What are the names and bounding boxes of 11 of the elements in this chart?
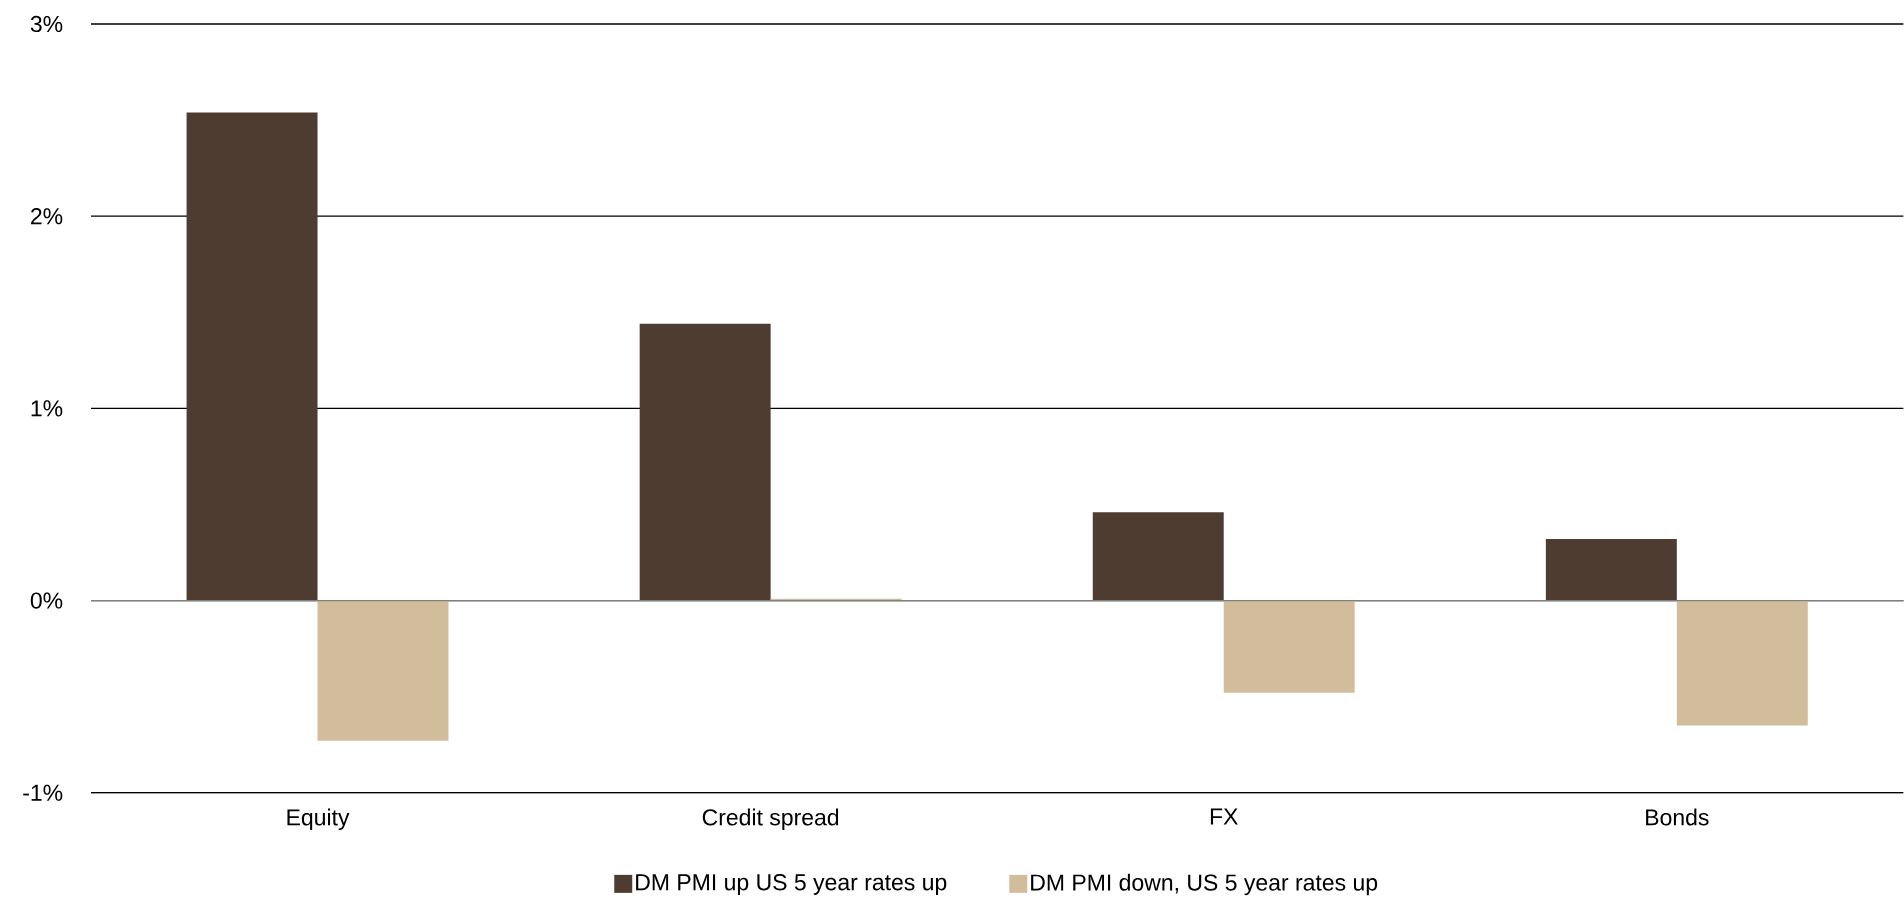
y-tick-label: 3% <box>30 15 63 33</box>
x-tick-label: Equity <box>287 808 350 831</box>
legend-label: DM PMI up US 5 year rates up <box>636 874 947 896</box>
x-tick-label: FX <box>1210 808 1238 825</box>
y-tick-label: 0% <box>30 592 63 609</box>
y-tick-label: 2% <box>31 208 63 225</box>
x-tick-label: Credit spread <box>702 808 839 831</box>
y-tick-label: 1% <box>31 400 63 417</box>
legend-label: DM PMI down, US 5 year rates up <box>1031 873 1378 896</box>
x-tick-label: Bonds <box>1646 808 1709 826</box>
y-tick-label: -1% <box>23 784 63 801</box>
